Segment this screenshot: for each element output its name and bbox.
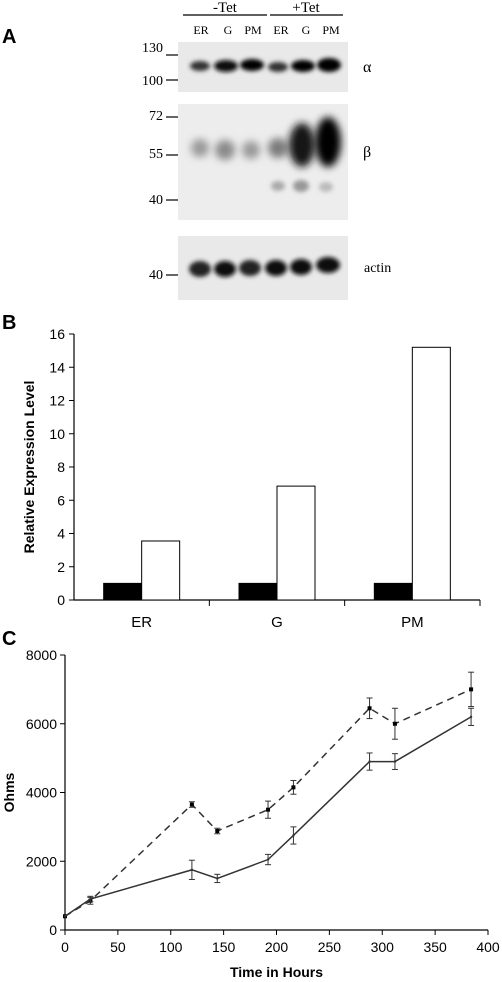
data-point (469, 687, 474, 692)
beta-blot (178, 104, 348, 220)
x-tick-label: 0 (61, 939, 69, 955)
lane-label: ER (193, 23, 208, 37)
x-tick-label: 400 (476, 939, 500, 955)
bar (276, 485, 316, 601)
alpha-marker-100: 100 (142, 74, 163, 89)
data-point (63, 915, 67, 918)
y-tick-label: 14 (49, 359, 65, 375)
blot-figure: -Tet +Tet ER G PM ER G PM 130 100 α 72 5… (142, 0, 391, 300)
y-tick-label: 2 (57, 559, 65, 575)
y-tick-label: 6 (57, 492, 65, 508)
beta-marker-55: 55 (149, 147, 163, 162)
data-point (368, 760, 371, 763)
y-tick-label: 2000 (26, 853, 57, 869)
x-tick-label: ER (131, 614, 152, 631)
data-point (392, 721, 397, 726)
data-point (393, 760, 397, 763)
x-tick-label: PM (401, 614, 424, 631)
dashed-series-line (64, 688, 472, 917)
y-tick-label: 0 (49, 922, 57, 938)
y-tick-label: 8000 (26, 647, 57, 663)
beta-marker-40: 40 (149, 193, 163, 208)
data-point (266, 858, 270, 861)
alpha-blot (178, 42, 348, 92)
y-tick-label: 0 (57, 592, 65, 608)
actin-label: actin (364, 261, 391, 276)
plus-tet-label: +Tet (292, 0, 320, 16)
panel-b-letter: B (2, 312, 17, 334)
data-point (292, 834, 295, 837)
lane-label: ER (273, 23, 288, 37)
panel-a-letter: A (2, 26, 17, 48)
data-point (469, 715, 473, 719)
x-tick-label: 350 (423, 939, 447, 955)
x-tick-label: 50 (110, 939, 126, 955)
data-point (190, 868, 194, 872)
lane-label: G (224, 23, 233, 37)
alpha-label: α (363, 59, 372, 76)
alpha-marker-130: 130 (142, 41, 163, 56)
x-tick-label: 200 (265, 939, 289, 955)
x-axis-label: Time in Hours (230, 964, 323, 980)
beta-label: β (363, 144, 371, 161)
y-tick-label: 12 (49, 393, 65, 409)
y-tick-label: 8 (57, 459, 65, 475)
y-axis-label: Ohms (1, 772, 17, 812)
y-tick-label: 10 (49, 426, 65, 442)
y-axis-label: Relative Expression Level (21, 381, 37, 554)
lane-label: PM (322, 23, 340, 37)
minus-tet-label: -Tet (213, 0, 238, 16)
data-point (215, 829, 220, 833)
x-tick-label: 300 (371, 939, 395, 955)
x-tick-label: 150 (212, 939, 236, 955)
y-tick-label: 4 (57, 526, 65, 542)
lane-label: G (302, 23, 311, 37)
y-tick-label: 4000 (26, 785, 57, 801)
data-point (367, 706, 372, 711)
data-point (291, 785, 296, 790)
data-point (216, 877, 219, 880)
panel-c-letter: C (2, 628, 17, 650)
actin-blot (178, 236, 348, 300)
actin-marker-40: 40 (149, 268, 163, 283)
x-tick-label: 100 (159, 939, 183, 955)
bar (141, 540, 181, 601)
data-point (89, 897, 92, 901)
y-tick-label: 16 (49, 326, 65, 342)
lane-label: PM (244, 23, 262, 37)
x-tick-label: 250 (318, 939, 342, 955)
y-tick-label: 6000 (26, 716, 57, 732)
beta-marker-72: 72 (149, 109, 163, 124)
data-point (189, 802, 194, 807)
x-tick-label: G (271, 614, 283, 631)
bar (411, 346, 451, 601)
data-point (266, 807, 271, 812)
